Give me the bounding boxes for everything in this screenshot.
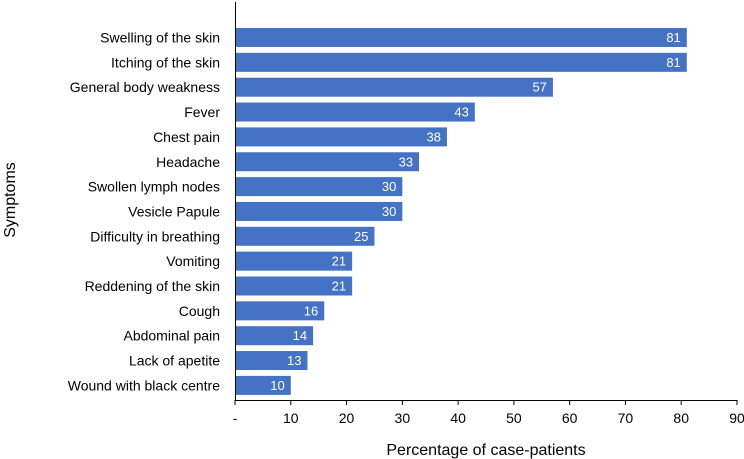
bar xyxy=(235,28,687,47)
x-tick-label: 30 xyxy=(395,410,411,426)
bar xyxy=(235,127,447,147)
category-label: Fever xyxy=(184,104,220,120)
bar xyxy=(235,375,291,395)
bar-value-label: 10 xyxy=(270,378,284,393)
category-label: Vomiting xyxy=(166,253,220,269)
x-tick-label: 10 xyxy=(283,410,299,426)
bar xyxy=(235,326,314,346)
category-label: Chest pain xyxy=(153,129,220,145)
category-labels: Swelling of the skin Itching of the skin G… xyxy=(68,30,221,394)
bar-value-label: 16 xyxy=(304,303,318,318)
bar-value-label: 30 xyxy=(382,204,396,219)
category-label: Headache xyxy=(156,154,220,170)
bar xyxy=(235,52,687,72)
x-tick-labels: - 10 20 30 40 50 60 70 80 90 xyxy=(233,400,744,426)
bar xyxy=(235,177,403,197)
bar xyxy=(235,152,420,172)
category-label: General body weakness xyxy=(70,79,220,95)
bar xyxy=(235,102,475,122)
x-tick-label: 20 xyxy=(339,410,355,426)
category-label: Vesicle Papule xyxy=(128,203,220,219)
bar-value-label: 21 xyxy=(332,254,346,269)
x-tick-label: 60 xyxy=(562,410,578,426)
bar-value-label: 43 xyxy=(454,105,468,120)
bar xyxy=(235,276,353,296)
y-axis-title: Symptoms xyxy=(2,162,19,238)
bar-value-label: 33 xyxy=(399,154,413,169)
category-label: Difficulty in breathing xyxy=(90,228,220,244)
x-axis-title: Percentage of case-patients xyxy=(386,442,585,459)
bar-value-label: 21 xyxy=(332,279,346,294)
bar xyxy=(235,77,553,97)
category-label: Reddening of the skin xyxy=(85,278,220,294)
bar xyxy=(235,201,403,221)
bar-value-label: 81 xyxy=(666,55,680,70)
category-label: Wound with black centre xyxy=(68,377,220,393)
bar-value-label: 14 xyxy=(293,328,307,343)
bar-value-label: 57 xyxy=(532,80,546,95)
category-label: Swollen lymph nodes xyxy=(88,179,220,195)
x-tick-label: 50 xyxy=(506,410,522,426)
x-tick-label: 90 xyxy=(729,410,744,426)
x-tick-label: 70 xyxy=(618,410,634,426)
bar xyxy=(235,301,325,321)
bar-value-label: 13 xyxy=(287,353,301,368)
axes xyxy=(235,2,737,401)
category-label: Swelling of the skin xyxy=(100,30,220,46)
bar-value-label: 30 xyxy=(382,179,396,194)
category-label: Itching of the skin xyxy=(111,54,220,70)
x-tick-label: - xyxy=(233,410,238,426)
bar xyxy=(235,251,353,271)
bar-value-label: 38 xyxy=(426,129,440,144)
category-label: Cough xyxy=(179,303,220,319)
bar-value-label: 25 xyxy=(354,229,368,244)
x-tick-label: 80 xyxy=(673,410,689,426)
bar xyxy=(235,351,308,371)
category-label: Lack of apetite xyxy=(129,353,220,369)
bar-value-label: 81 xyxy=(666,30,680,45)
category-label: Abdominal pain xyxy=(123,328,220,344)
x-tick-label: 40 xyxy=(450,410,466,426)
bar xyxy=(235,226,375,246)
